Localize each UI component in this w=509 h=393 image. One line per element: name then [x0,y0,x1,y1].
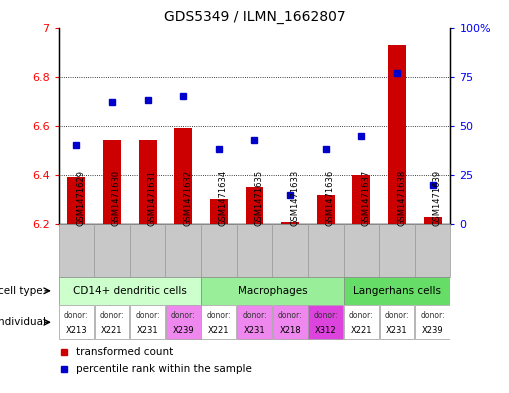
Text: GSM1471638: GSM1471638 [397,169,406,226]
Text: GDS5349 / ILMN_1662807: GDS5349 / ILMN_1662807 [164,10,345,24]
Text: X218: X218 [279,325,301,334]
Bar [352,175,370,224]
Text: X312: X312 [315,325,336,334]
Bar [245,187,264,224]
Text: donor:: donor: [385,311,409,320]
Text: X231: X231 [386,325,408,334]
Bar [423,217,441,224]
Bar [281,222,299,224]
Bar [202,305,236,339]
Text: donor:: donor: [420,311,445,320]
Bar [130,224,165,277]
Text: X221: X221 [351,325,372,334]
Bar [210,200,228,224]
Bar [273,305,307,339]
Text: donor:: donor: [100,311,124,320]
Bar [272,224,308,277]
Text: X231: X231 [137,325,158,334]
Bar [103,141,121,224]
Text: transformed count: transformed count [76,347,174,357]
Text: Langerhans cells: Langerhans cells [353,286,441,296]
Bar [95,305,129,339]
Bar [94,224,130,277]
Text: GSM1471635: GSM1471635 [254,169,264,226]
Text: donor:: donor: [171,311,195,320]
Text: donor:: donor: [135,311,160,320]
Text: GSM1471637: GSM1471637 [361,169,371,226]
Text: X231: X231 [244,325,265,334]
Bar [344,277,450,305]
Text: CD14+ dendritic cells: CD14+ dendritic cells [73,286,187,296]
Text: GSM1471631: GSM1471631 [148,169,157,226]
Bar [415,305,450,339]
Text: GSM1471633: GSM1471633 [290,169,299,226]
Bar [237,224,272,277]
Text: GSM1471634: GSM1471634 [219,169,228,226]
Text: donor:: donor: [207,311,231,320]
Bar [138,141,156,224]
Text: cell type: cell type [0,286,43,296]
Text: donor:: donor: [314,311,338,320]
Bar [344,224,379,277]
Bar [59,224,94,277]
Bar [130,305,165,339]
Bar [415,224,450,277]
Bar [174,128,192,224]
Bar [201,224,237,277]
Text: donor:: donor: [242,311,267,320]
Text: X221: X221 [101,325,123,334]
Text: X213: X213 [66,325,87,334]
Bar [165,224,201,277]
Bar [308,305,343,339]
Text: X221: X221 [208,325,230,334]
Bar [379,224,415,277]
Bar [317,195,334,224]
Text: GSM1471632: GSM1471632 [183,169,192,226]
Bar [166,305,201,339]
Bar [237,305,272,339]
Text: donor:: donor: [278,311,302,320]
Text: individual: individual [0,317,46,327]
Bar [59,277,201,305]
Text: GSM1471636: GSM1471636 [326,169,335,226]
Text: percentile rank within the sample: percentile rank within the sample [76,364,252,375]
Text: GSM1471629: GSM1471629 [76,170,86,226]
Bar [388,45,406,224]
Bar [344,305,379,339]
Bar [308,224,344,277]
Bar [201,277,344,305]
Text: donor:: donor: [349,311,374,320]
Text: X239: X239 [173,325,194,334]
Text: GSM1471630: GSM1471630 [112,169,121,226]
Text: donor:: donor: [64,311,89,320]
Bar [67,177,85,224]
Bar [59,305,94,339]
Text: X239: X239 [422,325,443,334]
Bar [380,305,414,339]
Text: Macrophages: Macrophages [238,286,307,296]
Text: GSM1471639: GSM1471639 [433,169,442,226]
